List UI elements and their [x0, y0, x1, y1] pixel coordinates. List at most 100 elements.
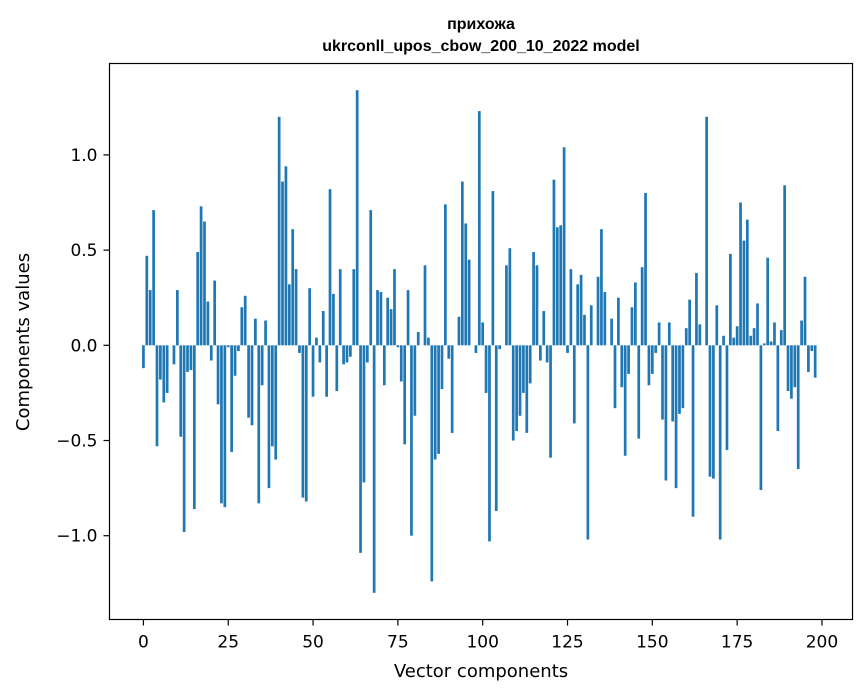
bar: [508, 248, 512, 346]
bar: [586, 345, 590, 540]
bar: [647, 345, 651, 386]
x-tick-label: 175: [721, 633, 753, 653]
bar: [386, 297, 390, 346]
bar: [362, 345, 366, 483]
bar: [481, 322, 485, 346]
bar: [627, 345, 630, 374]
y-tick-label: 1.0: [70, 146, 97, 166]
bar: [199, 206, 203, 346]
bar: [223, 345, 227, 508]
bar: [715, 305, 719, 346]
bar: [301, 345, 305, 498]
y-axis-ticks: 1.0 0.5 0.0 −0.5 −1.0: [56, 146, 110, 547]
bar: [216, 345, 220, 405]
bar: [230, 345, 233, 452]
x-tick-label: 125: [551, 633, 583, 653]
bar: [810, 345, 814, 352]
bar: [688, 299, 691, 346]
bar: [142, 345, 145, 369]
bar: [399, 345, 403, 382]
bar: [444, 204, 447, 346]
y-tick-label: 0.0: [70, 336, 97, 356]
bar: [342, 345, 345, 365]
bar: [406, 290, 410, 346]
bar: [667, 322, 671, 346]
bar: [206, 301, 210, 346]
y-axis-label: Components values: [13, 253, 34, 431]
bar: [712, 345, 715, 479]
bar: [657, 322, 661, 346]
bar: [532, 252, 535, 346]
bar: [678, 345, 681, 414]
bar: [203, 221, 206, 346]
bar: [250, 345, 254, 426]
bar: [433, 345, 437, 460]
bar: [179, 345, 183, 437]
bar: [600, 229, 603, 346]
bar: [623, 345, 627, 456]
y-tick-label: −0.5: [56, 432, 97, 452]
bars-group: [142, 90, 817, 593]
bar: [722, 335, 725, 346]
bar: [345, 345, 349, 363]
bar: [613, 345, 617, 409]
bar: [681, 345, 685, 409]
bar: [559, 225, 563, 346]
bar: [410, 345, 413, 536]
plot-frame: [108, 62, 854, 621]
bar: [209, 345, 213, 361]
bar: [756, 303, 759, 346]
bar: [382, 345, 386, 386]
bar: [413, 345, 417, 416]
bar: [644, 192, 647, 346]
bar: [552, 179, 556, 346]
bar: [752, 328, 756, 346]
x-tick-label: 200: [806, 633, 838, 653]
bar: [355, 90, 359, 346]
bar: [539, 345, 542, 361]
bar: [291, 229, 295, 346]
y-tick-label: −1.0: [56, 527, 97, 547]
bar: [145, 255, 149, 346]
bar: [294, 269, 298, 346]
bar: [776, 345, 780, 431]
bar: [542, 311, 546, 346]
bar: [484, 345, 488, 393]
x-tick-label: 100: [466, 633, 498, 653]
bar: [359, 345, 362, 553]
bar: [596, 276, 600, 346]
bar: [233, 345, 237, 376]
bar: [800, 320, 803, 346]
bar: [698, 324, 702, 346]
bar: [729, 253, 732, 346]
bar: [637, 345, 641, 439]
bar: [803, 276, 807, 346]
bar: [403, 345, 407, 445]
bar: [718, 345, 722, 540]
bar: [661, 345, 664, 420]
bar: [691, 345, 695, 517]
bar: [790, 345, 793, 399]
bar: [281, 181, 284, 346]
bar: [389, 309, 393, 346]
bar: [416, 331, 420, 346]
bar: [318, 345, 322, 363]
bar: [566, 345, 569, 353]
bar: [745, 219, 749, 346]
bar: [155, 345, 159, 447]
bar: [321, 311, 325, 346]
bar: [379, 291, 383, 346]
bar: [393, 269, 396, 346]
bar: [423, 265, 427, 346]
bar: [237, 345, 240, 352]
bar: [467, 259, 471, 346]
x-axis-label: Vector components: [394, 661, 568, 682]
bar: [220, 345, 223, 504]
bar: [477, 111, 481, 346]
bar: [589, 305, 593, 346]
bar: [664, 345, 668, 481]
bar: [796, 345, 800, 470]
bar: [630, 307, 634, 346]
bar: [447, 345, 451, 359]
bar: [779, 330, 783, 346]
